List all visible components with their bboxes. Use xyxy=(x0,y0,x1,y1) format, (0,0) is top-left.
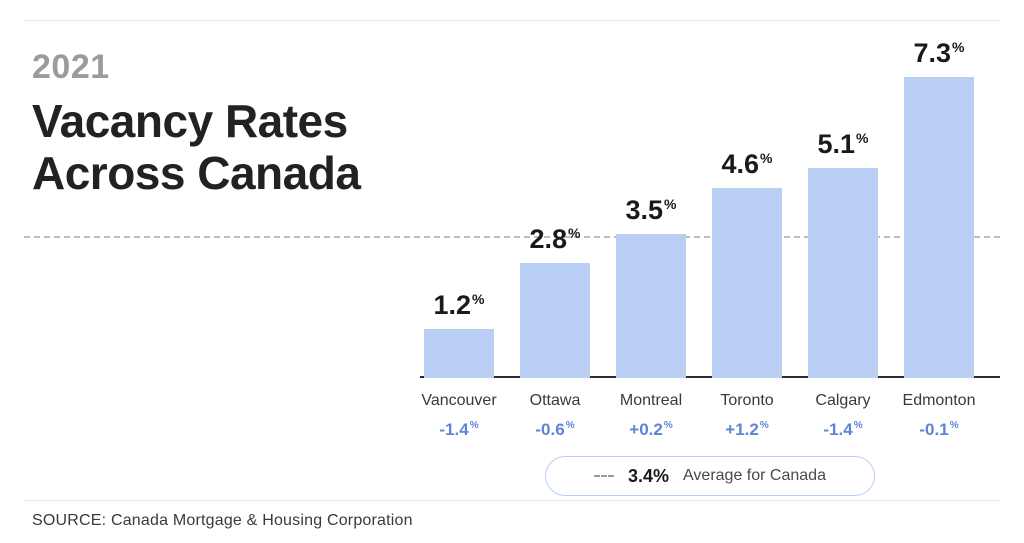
delta-label: -1.4% xyxy=(798,420,888,440)
legend-value: 3.4% xyxy=(628,466,669,487)
bar xyxy=(712,188,782,378)
year-label: 2021 xyxy=(32,48,110,87)
bar-value: 4.6% xyxy=(702,151,792,178)
chart-canvas: 2021 Vacancy Rates Across Canada 3.4% Av… xyxy=(0,0,1024,543)
delta-label: -0.6% xyxy=(510,420,600,440)
delta-label: -0.1% xyxy=(894,420,984,440)
bar-chart: 3.4% Average for Canada 1.2%Vancouver-1.… xyxy=(420,48,1000,378)
city-label: Calgary xyxy=(798,392,888,410)
bar xyxy=(808,168,878,378)
delta-label: +0.2% xyxy=(606,420,696,440)
city-label: Ottawa xyxy=(510,392,600,410)
bar xyxy=(424,329,494,379)
city-label: Toronto xyxy=(702,392,792,410)
source-line: SOURCE: Canada Mortgage & Housing Corpor… xyxy=(32,512,413,530)
bar-value: 5.1% xyxy=(798,131,888,158)
delta-label: +1.2% xyxy=(702,420,792,440)
bar-value: 1.2% xyxy=(414,292,504,319)
city-label: Vancouver xyxy=(414,392,504,410)
title-line-1: Vacancy Rates xyxy=(32,95,348,147)
bottom-rule xyxy=(24,500,1000,501)
bar-value: 2.8% xyxy=(510,226,600,253)
bar-value: 7.3% xyxy=(894,40,984,67)
city-label: Edmonton xyxy=(894,392,984,410)
top-rule xyxy=(24,20,1000,21)
title-line-2: Across Canada xyxy=(32,147,360,199)
bar xyxy=(616,234,686,378)
bar-value: 3.5% xyxy=(606,197,696,224)
legend-dash-icon xyxy=(594,475,614,477)
bar xyxy=(520,263,590,379)
legend-label: Average for Canada xyxy=(683,467,826,485)
chart-title: Vacancy Rates Across Canada xyxy=(32,96,360,199)
legend-pill: 3.4% Average for Canada xyxy=(545,456,875,496)
city-label: Montreal xyxy=(606,392,696,410)
bar xyxy=(904,77,974,378)
delta-label: -1.4% xyxy=(414,420,504,440)
